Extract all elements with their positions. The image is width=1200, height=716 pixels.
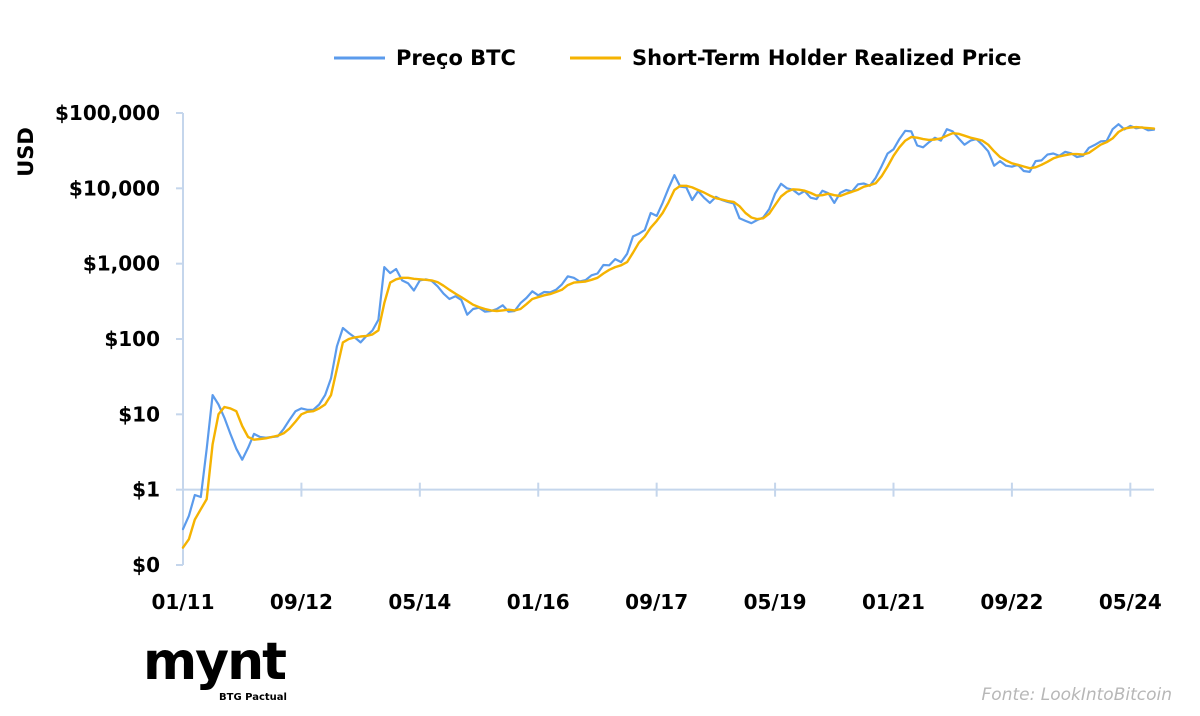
y-tick-label: $10,000: [69, 176, 160, 200]
y-tick-label: $100: [104, 327, 160, 351]
y-tick-label: $0: [132, 553, 160, 577]
y-tick-label: $100,000: [55, 101, 160, 125]
legend-label-btc-price: Preço BTC: [396, 46, 516, 70]
logo-wordmark: mynt: [143, 632, 287, 692]
x-tick-label: 09/12: [270, 590, 333, 614]
series-line-btc-price: [181, 123, 1156, 531]
legend-label-sth-realized-price: Short-Term Holder Realized Price: [632, 46, 1021, 70]
x-tick-label: 05/14: [388, 590, 451, 614]
axes: $0 $1 $10 $100 $1,000 $10,000 $100,000 01/11 09/…: [55, 101, 1162, 614]
y-tick-label: $1,000: [83, 252, 160, 276]
x-tick-label: 05/19: [744, 590, 807, 614]
y-axis-title: USD: [14, 127, 38, 177]
x-tick-label: 01/11: [152, 590, 215, 614]
y-tick-label: $1: [132, 478, 160, 502]
x-tick-label: 09/17: [625, 590, 688, 614]
x-tick-label: 01/16: [507, 590, 570, 614]
series-group: [181, 123, 1156, 549]
y-tick-label: $10: [118, 402, 160, 426]
legend: Preço BTC Short-Term Holder Realized Pri…: [334, 46, 1021, 70]
mynt-logo: mynt BTG Pactual: [143, 636, 303, 708]
logo-subtitle: BTG Pactual: [219, 692, 287, 703]
x-tick-label: 05/24: [1099, 590, 1162, 614]
source-note: Fonte: LookIntoBitcoin: [981, 685, 1172, 705]
x-tick-label: 09/22: [980, 590, 1043, 614]
series-line-sth-realized-price: [181, 125, 1156, 549]
x-tick-label: 01/21: [862, 590, 925, 614]
